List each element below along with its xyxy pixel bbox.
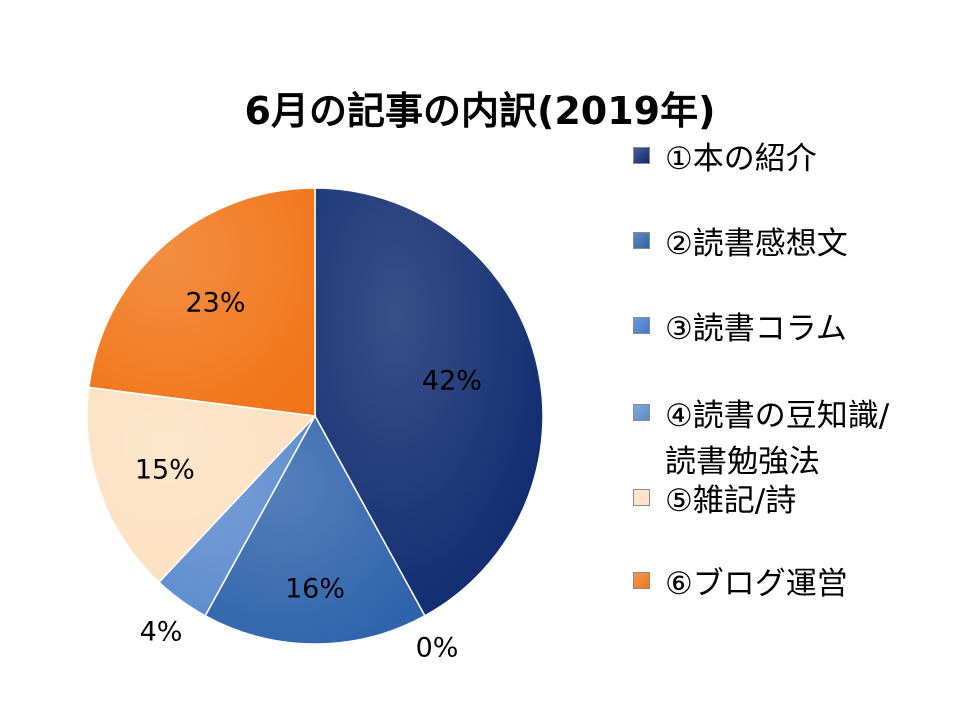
pie-slice-1	[314, 187, 544, 617]
data-label-1: 42%	[421, 365, 482, 397]
legend-swatch-4	[633, 404, 650, 421]
chart-title: 6月の記事の内訳(2019年)	[244, 89, 716, 133]
legend-label-2: ②読書感想文	[665, 226, 848, 262]
legend-label-1: ①本の紹介	[665, 141, 817, 177]
legend-label-6: ⑥ブログ運営	[665, 566, 848, 602]
legend-swatch-3	[633, 317, 650, 334]
legend-label-4: ④読書の豆知識/読書勉強法	[665, 398, 890, 480]
data-label-3: 0%	[415, 632, 459, 664]
data-label-6: 23%	[185, 287, 246, 319]
pie-slice-6	[87, 187, 316, 417]
legend-swatch-2	[633, 232, 650, 249]
legend-swatch-1	[633, 147, 650, 164]
data-label-5: 15%	[134, 454, 195, 486]
data-label-2: 16%	[284, 573, 346, 605]
legend-label-5: ⑤雑記/詩	[665, 483, 797, 519]
pie-slice-5	[86, 386, 317, 584]
data-label-4: 4%	[139, 616, 183, 648]
legend-label-3: ③読書コラム	[665, 311, 847, 347]
legend-swatch-6	[633, 572, 650, 589]
pie-slice-2	[204, 414, 426, 645]
legend-swatch-5	[633, 489, 650, 506]
